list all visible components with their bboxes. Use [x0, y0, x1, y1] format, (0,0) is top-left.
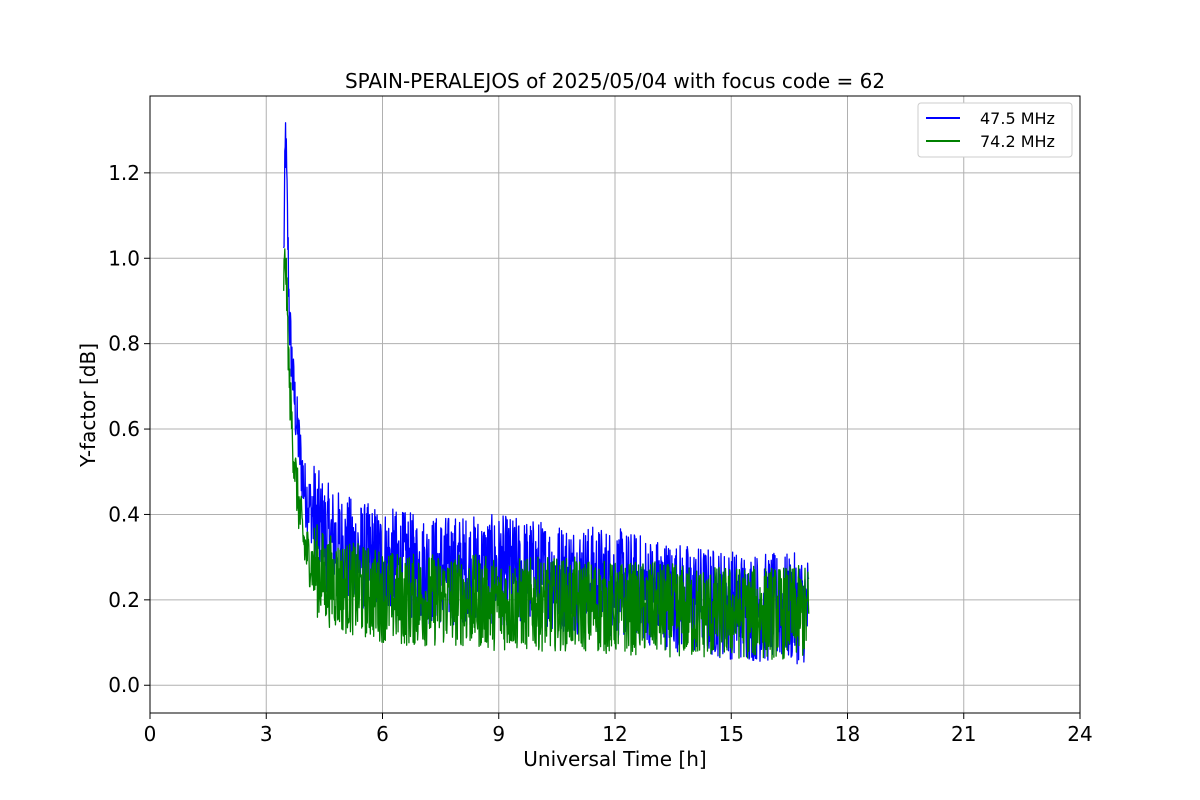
- x-tick-label: 21: [951, 722, 976, 746]
- series-layer: [283, 122, 810, 665]
- y-tick-label: 0.0: [108, 673, 140, 697]
- y-tick-label: 0.2: [108, 588, 140, 612]
- ticks: 0 3 6 9 12 15 18 21 24 0.0 0.2 0.4 0.6 0.8 1.0 1.2: [108, 161, 1093, 746]
- y-tick-label: 0.8: [108, 332, 140, 356]
- y-tick-label: 1.2: [108, 161, 140, 185]
- series-line-1: [283, 248, 810, 660]
- y-tick-label: 0.6: [108, 417, 140, 441]
- x-tick-label: 6: [376, 722, 389, 746]
- x-tick-label: 9: [492, 722, 505, 746]
- x-tick-label: 18: [835, 722, 860, 746]
- y-tick-label: 1.0: [108, 246, 140, 270]
- chart-title: SPAIN-PERALEJOS of 2025/05/04 with focus…: [345, 69, 885, 93]
- x-tick-label: 12: [602, 722, 627, 746]
- y-tick-label: 0.4: [108, 502, 140, 526]
- x-tick-label: 24: [1067, 722, 1092, 746]
- legend-label: 47.5 MHz: [980, 109, 1055, 128]
- legend-label: 74.2 MHz: [980, 132, 1055, 151]
- x-axis-title: Universal Time [h]: [523, 747, 706, 771]
- x-tick-label: 0: [144, 722, 157, 746]
- x-tick-label: 3: [260, 722, 273, 746]
- legend: 47.5 MHz 74.2 MHz: [917, 102, 1073, 158]
- x-tick-label: 15: [719, 722, 744, 746]
- y-axis-title: Y-factor [dB]: [76, 343, 100, 468]
- legend-box: [917, 102, 1073, 158]
